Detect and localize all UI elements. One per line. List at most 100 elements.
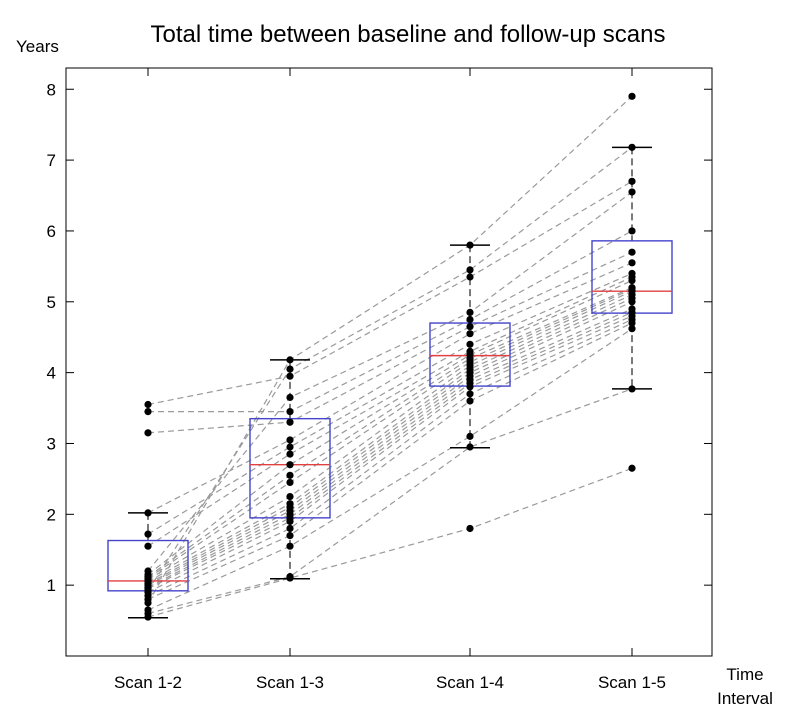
subject-link-line (147, 315, 633, 593)
data-point (466, 308, 474, 317)
chart-title: Total time between baseline and follow-u… (151, 21, 666, 48)
x-category-label: Scan 1-2 (114, 673, 182, 692)
data-point (628, 188, 636, 196)
subject-link-lines (147, 95, 633, 618)
y-tick-label: 5 (47, 293, 56, 312)
subject-link-line (147, 301, 633, 586)
y-tick-label: 1 (47, 576, 56, 595)
data-point (628, 269, 636, 278)
data-point (286, 493, 294, 501)
x-category-label: Scan 1-5 (598, 673, 666, 692)
subject-link-line (147, 290, 633, 581)
y-axis-unit-label: Years (16, 37, 59, 56)
subject-link-line (147, 308, 633, 588)
data-point (286, 356, 294, 364)
subject-link-line (147, 180, 633, 406)
data-point (466, 432, 474, 440)
subject-link-line (147, 287, 633, 578)
x-category-label: Scan 1-3 (256, 673, 324, 692)
subject-link-line (147, 388, 633, 615)
x-axis-label-line2: Interval (717, 689, 773, 708)
data-point (286, 407, 294, 416)
subject-link-line (147, 318, 633, 597)
subject-link-line (147, 288, 633, 579)
subject-link-line (147, 251, 633, 434)
subject-link-line (147, 272, 633, 535)
y-tick-label: 6 (47, 222, 56, 241)
subject-link-line (147, 146, 633, 592)
data-point (466, 443, 474, 451)
data-point (144, 400, 152, 409)
data-point (628, 227, 636, 235)
data-point (286, 450, 294, 458)
data-point (466, 322, 474, 331)
data-points (144, 92, 636, 621)
data-point (144, 530, 152, 538)
subject-link-line (147, 262, 633, 514)
subject-link-line (147, 297, 633, 585)
data-point (286, 436, 294, 444)
data-point (286, 531, 294, 540)
data-point (466, 524, 474, 533)
data-point (628, 305, 636, 313)
data-point (466, 390, 474, 398)
data-point (286, 524, 294, 533)
data-point (286, 393, 294, 402)
subject-link-line (147, 311, 633, 590)
data-point (286, 443, 294, 451)
data-point (144, 587, 152, 595)
data-point (286, 500, 294, 508)
subject-link-line (147, 276, 633, 547)
data-point (628, 92, 636, 100)
y-tick-label: 4 (47, 364, 56, 383)
data-point (628, 385, 636, 393)
data-point (466, 315, 474, 324)
subject-link-line (147, 191, 633, 572)
data-point (466, 347, 474, 355)
data-point (466, 266, 474, 274)
data-point (144, 567, 152, 575)
x-category-label: Scan 1-4 (436, 673, 504, 692)
data-point (144, 542, 152, 550)
x-axis: Scan 1-2 Scan 1-3 Scan 1-4 Scan 1-5 (114, 68, 666, 692)
data-point (466, 397, 474, 405)
plot-frame (65, 67, 713, 657)
subject-link-line (147, 328, 633, 611)
data-point (286, 471, 294, 479)
subject-link-line (147, 294, 633, 583)
data-point (286, 461, 294, 469)
data-point (144, 509, 152, 517)
box-group (107, 146, 673, 619)
subject-link-line (147, 279, 633, 575)
subject-link-line (147, 467, 633, 618)
data-point (466, 330, 474, 338)
data-point (286, 372, 294, 380)
data-point (628, 248, 636, 256)
data-point (628, 259, 636, 267)
data-point (628, 177, 636, 185)
subject-link-line (147, 95, 633, 604)
data-point (628, 143, 636, 151)
data-point (466, 340, 474, 348)
y-tick-label: 2 (47, 505, 56, 524)
subject-link-line (147, 322, 633, 600)
y-tick-label: 8 (47, 80, 56, 99)
data-point (286, 573, 294, 581)
data-point (466, 273, 474, 281)
data-point (144, 407, 152, 416)
y-tick-label: 3 (47, 434, 56, 453)
data-point (628, 325, 636, 333)
data-point (286, 365, 294, 373)
data-point (628, 284, 636, 292)
data-point (286, 478, 294, 487)
y-tick-label: 7 (47, 151, 56, 170)
x-axis-label-line1: Time (726, 665, 763, 684)
subject-link-line (148, 230, 633, 413)
data-point (144, 599, 152, 607)
data-point (286, 418, 294, 426)
data-point (144, 429, 152, 437)
data-point (144, 606, 152, 614)
y-axis: 1 2 3 4 5 6 7 8 (47, 80, 712, 595)
data-point (286, 542, 294, 550)
